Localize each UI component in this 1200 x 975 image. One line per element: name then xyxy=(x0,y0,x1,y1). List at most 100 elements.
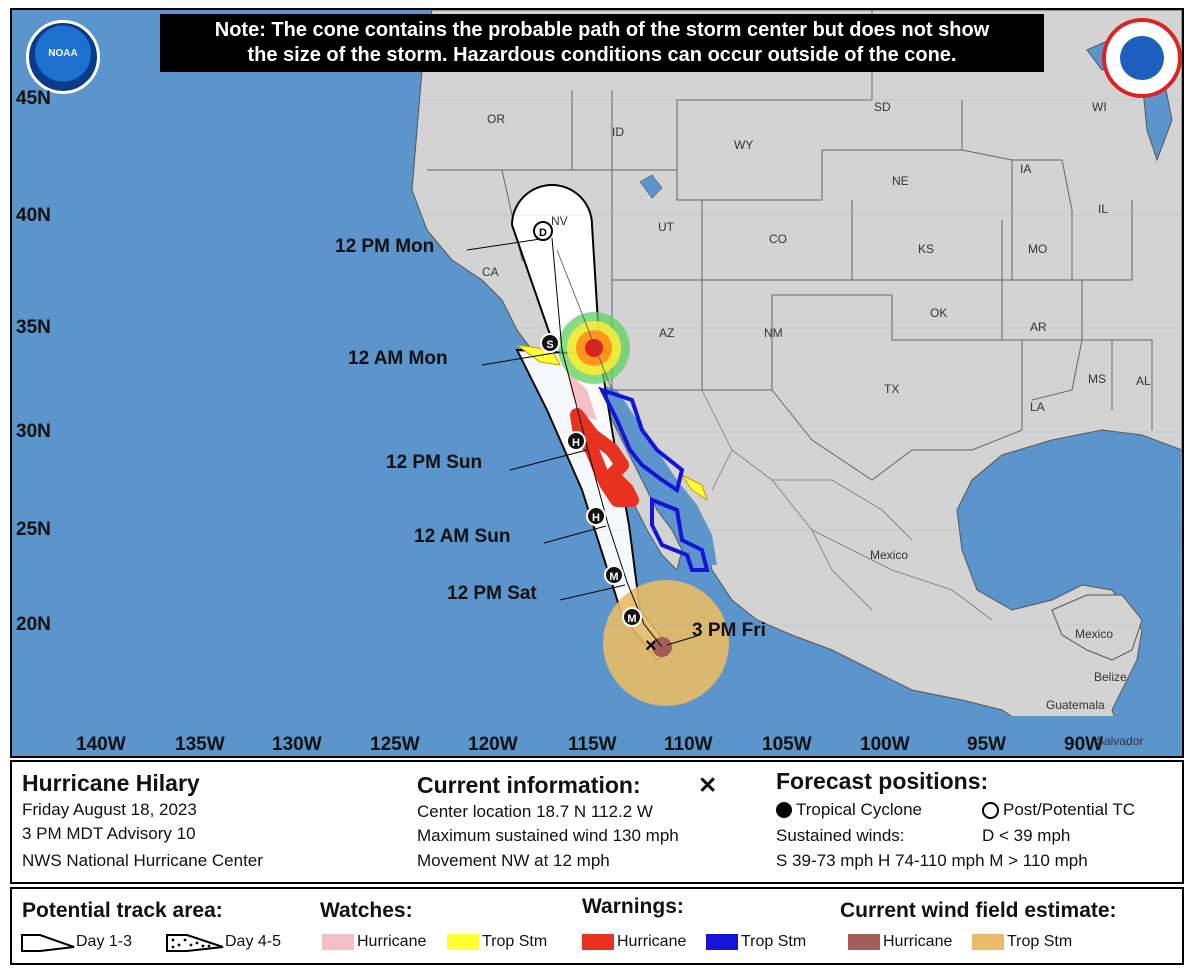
mexico-states xyxy=(701,389,993,621)
lon-label-105w: 105W xyxy=(762,734,812,755)
watch-tropstm-key: Trop Stm xyxy=(447,933,547,951)
place-co: CO xyxy=(769,232,787,246)
lat-label-30n: 30N xyxy=(16,421,51,442)
info-panel: Hurricane Hilary Friday August 18, 2023 … xyxy=(10,760,1184,884)
current-info-x-icon: ✕ xyxy=(698,772,718,798)
forecast-positions-title: Forecast positions: xyxy=(776,768,989,794)
hurricane-watch-area xyxy=(567,370,597,420)
cone-note: Note: The cone contains the probable pat… xyxy=(160,14,1044,72)
place-sd: SD xyxy=(874,100,891,114)
track-line xyxy=(551,237,663,648)
day13-key: Day 1-3 xyxy=(20,931,132,953)
watch-hurricane-swatch xyxy=(322,934,354,950)
movement: Movement NW at 12 mph xyxy=(417,851,610,870)
day45-label: Day 4-5 xyxy=(225,933,282,950)
post-tc-label: Post/Potential TC xyxy=(1003,800,1135,819)
gulf-of-california xyxy=(602,385,717,565)
wind-d-category: D < 39 mph xyxy=(982,826,1071,845)
label-12pm-mon: 12 PM Mon xyxy=(335,236,435,257)
post-tc-key: Post/Potential TC xyxy=(982,800,1135,820)
lon-label-135w: 135W xyxy=(175,734,225,755)
place-ar: AR xyxy=(1030,320,1047,334)
label-12am-sun: 12 AM Sun xyxy=(414,526,511,547)
forecast-marker-h-sun-am: H xyxy=(586,506,606,526)
forecast-marker-d: D xyxy=(533,221,553,241)
forecast-marker-h-sun-pm: H xyxy=(566,431,586,451)
storm-center: NWS National Hurricane Center xyxy=(22,851,263,870)
place-mexico-east: Mexico xyxy=(1075,627,1114,641)
place-nm: NM xyxy=(764,326,783,340)
nws-logo-inner xyxy=(1120,36,1164,80)
lon-label-115w: 115W xyxy=(568,734,617,755)
day45-key: Day 4-5 xyxy=(165,931,281,953)
label-3pm-fri: 3 PM Fri xyxy=(692,620,766,641)
cone-edge-line xyxy=(556,249,613,391)
place-mexico: Mexico xyxy=(870,548,909,562)
satellite-swirl xyxy=(558,312,630,384)
watch-tropstm-label: Trop Stm xyxy=(482,933,548,950)
lat-label-40n: 40N xyxy=(16,205,51,226)
forecast-marker-m: M xyxy=(622,607,642,627)
wind-smh-categories: S 39-73 mph H 74-110 mph M > 110 mph xyxy=(776,851,1088,870)
storm-advisory: 3 PM MDT Advisory 10 xyxy=(22,824,196,843)
hurricane-warning xyxy=(570,408,639,507)
lat-label-35n: 35N xyxy=(16,317,51,338)
place-id: ID xyxy=(612,125,624,139)
label-12am-mon: 12 AM Mon xyxy=(348,348,448,369)
place-ia: IA xyxy=(1020,162,1032,176)
great-salt-lake xyxy=(639,174,663,199)
tropstm-watch-mx xyxy=(680,473,708,502)
watches-title: Watches: xyxy=(320,899,413,922)
place-or: OR xyxy=(487,112,505,126)
wind-tropstm-key: Trop Stm xyxy=(972,933,1072,951)
wind-field-title: Current wind field estimate: xyxy=(840,899,1117,922)
warn-tropstm-swatch xyxy=(706,934,738,950)
warnings-title: Warnings: xyxy=(582,895,684,918)
current-info-title: Current information: xyxy=(417,772,641,798)
map-canvas xyxy=(12,10,1182,756)
wind-tropstm-swatch xyxy=(972,934,1004,950)
place-ks: KS xyxy=(918,242,935,256)
lon-label-90w: 90W xyxy=(1064,734,1104,755)
place-la: LA xyxy=(1030,400,1045,414)
wind-hurricane-label: Hurricane xyxy=(883,933,953,950)
track-area-title: Potential track area: xyxy=(22,899,223,922)
place-ca: CA xyxy=(482,265,499,279)
lat-label-20n: 20N xyxy=(16,614,51,635)
yucatan xyxy=(1051,594,1143,661)
tropical-cyclone-label: Tropical Cyclone xyxy=(796,800,922,819)
storm-date: Friday August 18, 2023 xyxy=(22,800,197,819)
lat-label-45n: 45N xyxy=(16,88,51,109)
lon-label-95w: 95W xyxy=(967,734,1007,755)
place-salvador: Salvador xyxy=(1096,734,1144,748)
lat-lon-grid xyxy=(12,99,1182,626)
tropical-cyclone-key: Tropical Cyclone xyxy=(776,800,922,820)
warn-hurricane-swatch xyxy=(582,934,614,950)
warn-tropstm-key: Trop Stm xyxy=(706,933,806,951)
place-ne: NE xyxy=(892,174,909,188)
wind-hurricane-swatch xyxy=(848,934,880,950)
lon-label-100w: 100W xyxy=(860,734,910,755)
cone-day45-icon xyxy=(166,934,224,952)
forecast-marker-m-sat: M xyxy=(604,565,624,585)
place-guatemala: Guatemala xyxy=(1046,698,1105,712)
lon-label-125w: 125W xyxy=(370,734,420,755)
place-ut: UT xyxy=(658,220,674,234)
watch-tropstm-swatch xyxy=(447,934,479,950)
watch-hurricane-key: Hurricane xyxy=(322,933,426,951)
label-12pm-sun: 12 PM Sun xyxy=(386,452,483,473)
storm-name: Hurricane Hilary xyxy=(22,770,200,796)
lon-label-140w: 140W xyxy=(76,734,126,755)
leader-sat-pm xyxy=(559,584,626,601)
max-wind: Maximum sustained wind 130 mph xyxy=(417,826,679,845)
leader-sun-pm xyxy=(509,449,588,471)
tropstm-warning-baja xyxy=(650,497,710,572)
note-line-2: the size of the storm. Hazardous conditi… xyxy=(247,44,957,66)
place-ms: MS xyxy=(1088,372,1106,386)
tropstm-warning xyxy=(598,386,685,494)
longitude-strip xyxy=(12,716,1182,756)
solid-circle-icon xyxy=(776,802,792,818)
forecast-map: Note: The cone contains the probable pat… xyxy=(10,8,1184,758)
watch-hurricane-label: Hurricane xyxy=(357,933,427,950)
place-belize: Belize xyxy=(1094,670,1127,684)
